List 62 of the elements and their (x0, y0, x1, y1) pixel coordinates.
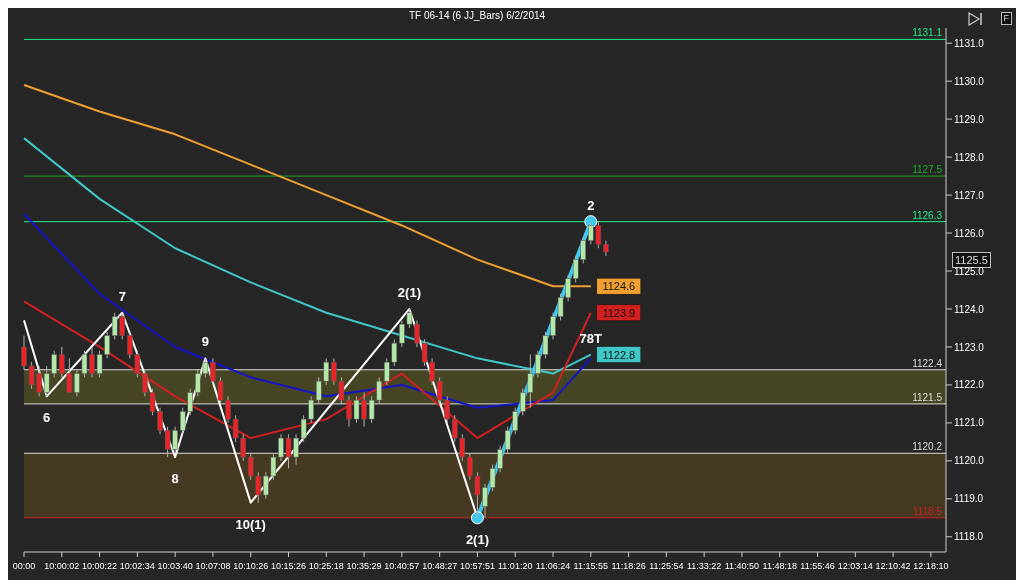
y-tick-label: 1121.0 (954, 417, 985, 429)
x-tick-label: 11:01:20 (498, 561, 533, 571)
ref-line-label: 1122.4 (912, 357, 943, 369)
ref-line-label: 1121.5 (912, 391, 943, 403)
x-tick-label: 00:00 (12, 561, 36, 571)
ref-line-label: 1126.3 (912, 209, 943, 221)
chart-title: TF 06-14 (6 JJ_Bars) 6/2/2014 (407, 10, 547, 21)
x-tick-label: 12:03:14 (837, 561, 873, 571)
x-tick-label: 10:48:27 (422, 561, 458, 571)
ref-line-label: 1127.5 (912, 164, 943, 176)
y-tick-label: 1124.0 (954, 303, 985, 315)
annotation: 2 (587, 197, 595, 213)
x-tick-label: 11:33:22 (686, 561, 722, 571)
annotation: 78T (579, 330, 603, 346)
y-tick-label: 1120.0 (954, 455, 985, 467)
x-tick-label: 10:35:29 (346, 561, 382, 571)
x-tick-label: 11:25:54 (649, 561, 684, 571)
ref-line-label: 1118.5 (912, 505, 943, 517)
x-tick-label: 10:57:51 (459, 561, 495, 571)
y-tick-label: 1122.0 (954, 379, 985, 391)
y-tick-label: 1127.0 (954, 189, 985, 201)
x-tick-label: 10:07:08 (195, 561, 231, 571)
x-tick-label: 10:00:02 (44, 561, 80, 571)
ref-line-label: 1120.2 (912, 441, 943, 453)
annotation: 6 (43, 410, 51, 426)
x-tick-label: 11:18:26 (611, 561, 646, 571)
text: 1125.5 (952, 252, 991, 268)
x-tick-label: 11:55:46 (800, 561, 835, 571)
x-tick-label: 10:03:40 (157, 561, 193, 571)
annotation: 8 (171, 471, 179, 487)
ref-line-label: 1131.1 (912, 27, 943, 39)
data-label: 1122.8 (602, 348, 636, 361)
annotation: 9 (201, 334, 209, 350)
text: F (1000, 12, 1012, 25)
x-tick-label: 10:15:26 (270, 561, 307, 571)
annotation: 2(1) (465, 531, 490, 547)
annotation: 10(1) (235, 516, 266, 532)
data-label: 1123.9 (602, 306, 636, 319)
x-tick-label: 10:10:26 (233, 561, 269, 571)
y-tick-label: 1119.0 (954, 493, 984, 505)
y-tick-label: 1128.0 (954, 151, 985, 163)
x-tick-label: 11:06:24 (535, 561, 571, 571)
x-tick-label: 11:48:18 (762, 561, 797, 571)
y-tick-label: 1118.0 (954, 531, 984, 543)
x-tick-label: 11:40:50 (724, 561, 760, 571)
x-tick-label: 10:25:18 (308, 561, 344, 571)
x-tick-label: 10:40:57 (384, 561, 420, 571)
y-tick-label: 1130.0 (954, 75, 985, 87)
y-tick-label: 1129.0 (954, 113, 985, 125)
line-series (23, 83, 592, 288)
annotation: 2(1) (397, 284, 421, 300)
y-tick-label: 1125.0 (954, 265, 985, 277)
x-tick-label: 12:10:42 (875, 561, 911, 571)
y-tick-label: 1123.0 (954, 341, 985, 353)
x-tick-label: 10:00:22 (82, 561, 118, 571)
data-label: 1124.6 (602, 280, 636, 293)
x-tick-label: 12:18:10 (913, 561, 949, 571)
y-tick-label: 1131.0 (954, 37, 985, 49)
x-tick-label: 11:15:55 (573, 561, 608, 571)
x-tick-label: 10:02:34 (119, 561, 155, 571)
annotation: 7 (118, 288, 126, 304)
y-tick-label: 1126.0 (954, 227, 985, 239)
